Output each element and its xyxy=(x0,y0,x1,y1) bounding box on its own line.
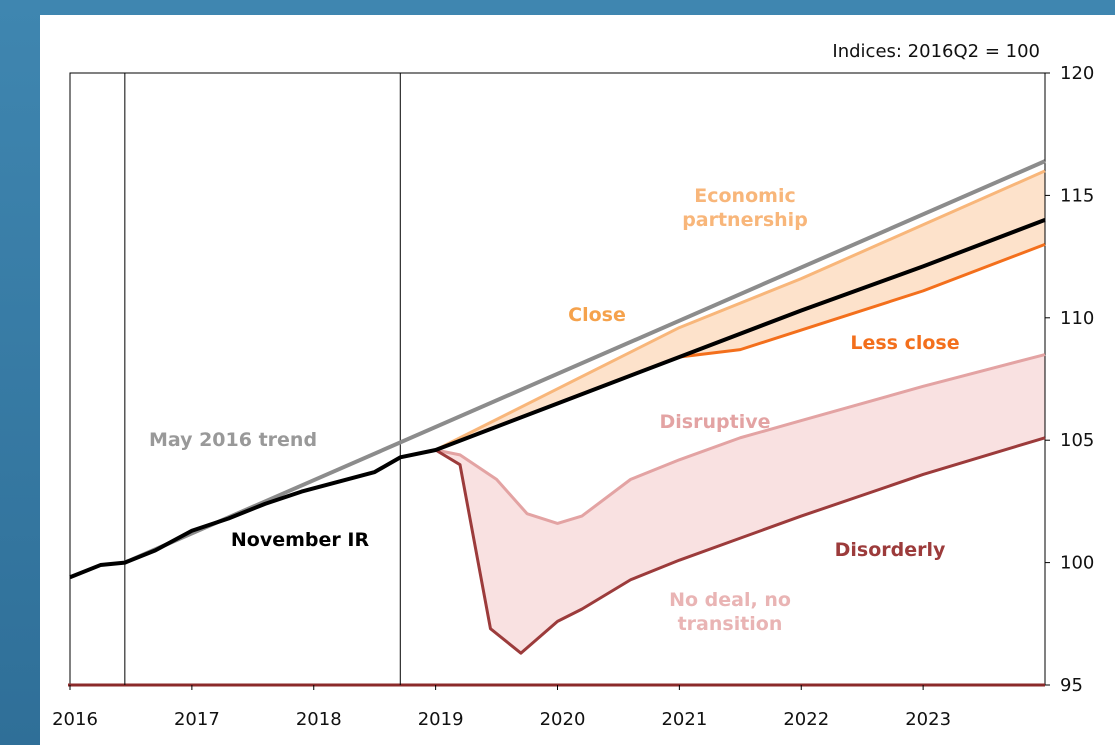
series-line xyxy=(124,159,1046,565)
x-tick-label: 2022 xyxy=(783,709,829,730)
series-label: Economic partnership xyxy=(682,185,808,231)
x-tick-label: 2017 xyxy=(174,709,220,730)
x-tick-label: 2020 xyxy=(540,709,586,730)
y-tick-label: 120 xyxy=(1060,63,1094,84)
y-tick-label: 105 xyxy=(1060,430,1094,451)
y-tick-label: 110 xyxy=(1060,308,1094,329)
series-line xyxy=(434,436,1046,655)
series-line xyxy=(435,353,1046,525)
series-label: May 2016 trend xyxy=(148,429,318,451)
series-label: Close xyxy=(568,304,626,326)
x-tick-label: 2023 xyxy=(905,709,951,730)
x-tick-label: 2019 xyxy=(418,709,464,730)
series-label: November IR xyxy=(230,529,370,551)
chart-title: Indices: 2016Q2 = 100 xyxy=(832,41,1040,62)
x-tick-label: 2018 xyxy=(296,709,342,730)
series-line xyxy=(434,169,1046,452)
band xyxy=(435,170,1045,450)
series-label: No deal, no transition xyxy=(669,589,791,635)
x-tick-label: 2021 xyxy=(661,709,707,730)
y-tick-label: 100 xyxy=(1060,553,1094,574)
band xyxy=(435,354,1045,654)
series-label: Disruptive xyxy=(659,411,771,433)
x-tick-label: 2016 xyxy=(52,709,98,730)
y-tick-label: 95 xyxy=(1060,675,1083,696)
y-tick-label: 115 xyxy=(1060,185,1094,206)
series-label: Less close xyxy=(850,332,960,354)
series-line xyxy=(69,218,1046,580)
series-label: Disorderly xyxy=(834,539,946,561)
